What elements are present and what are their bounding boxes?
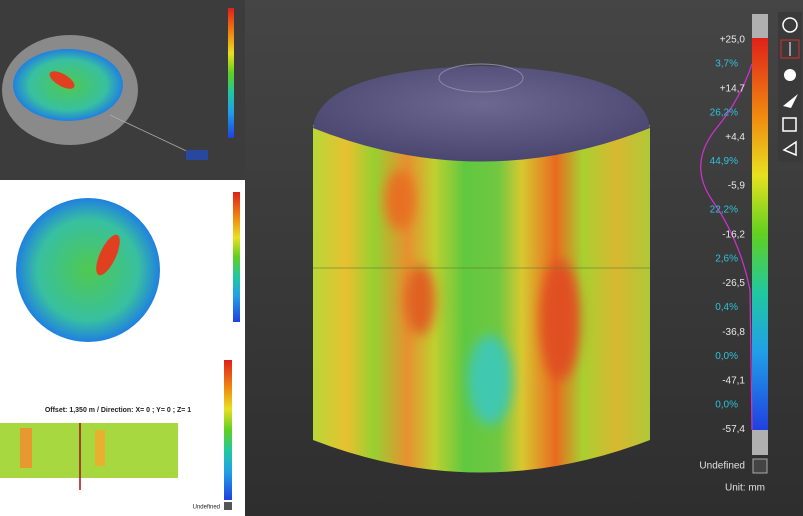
undefined-swatch [752,458,768,474]
mini-scale [233,192,240,322]
mini-scale [228,8,234,138]
scale-label: -16,2 [722,229,745,240]
scale-label: -47,1 [722,376,745,387]
scale-label: +14,7 [720,83,746,94]
color-scale [752,38,768,430]
hotspot [405,265,435,335]
scale-label: -26,5 [722,278,745,289]
scale-percentage: 2,6% [715,253,738,264]
tool-box[interactable] [782,117,797,132]
scale-percentage: 22,2% [710,205,738,216]
section-caption: Offset: 1,350 m / Direction: X= 0 ; Y= 0… [45,407,191,414]
toolbar [778,12,802,162]
undefined-label: Undefined [699,461,745,472]
tool-view[interactable] [784,69,796,81]
distribution-curve [700,63,753,431]
undefined-swatch [224,502,232,510]
floor-heatmap [16,198,160,342]
scale-percentage: 26,2% [710,107,738,118]
scale-cap-bottom [752,430,768,455]
tool-rotate[interactable] [782,140,797,157]
tool-move[interactable] [782,17,798,33]
hotspot [96,234,120,276]
tool-fit[interactable] [780,39,800,59]
tank-roof [313,66,650,162]
hotspot [20,428,32,468]
cool-spot [468,335,512,425]
scale-percentage: 3,7% [715,59,738,70]
scale-label: +4,4 [725,132,745,143]
scale-percentage: 0,0% [715,351,738,362]
roof-hatch [438,63,524,93]
scale-percentage: 44,9% [710,156,738,167]
leader-line [109,114,196,156]
scale-percentage: 0,0% [715,400,738,411]
hotspot [385,170,415,230]
scale-cap-top [752,14,768,38]
scale-label: -57,4 [722,424,745,435]
tool-pick[interactable] [783,94,798,108]
value-tag [186,150,208,160]
unit-label: Unit: mm [725,483,765,494]
tank-body [313,125,650,473]
mini-scale [224,360,232,500]
hotspot [49,71,75,89]
hotspot [95,430,105,466]
scale-percentage: 0,4% [715,302,738,313]
undefined-label: Undefined [193,505,220,511]
scale-label: +25,0 [720,35,746,46]
hotspot [540,260,580,380]
tank-body-heatmap [313,125,650,473]
scale-label: -36,8 [722,327,745,338]
scale-label: -5,9 [728,181,746,192]
